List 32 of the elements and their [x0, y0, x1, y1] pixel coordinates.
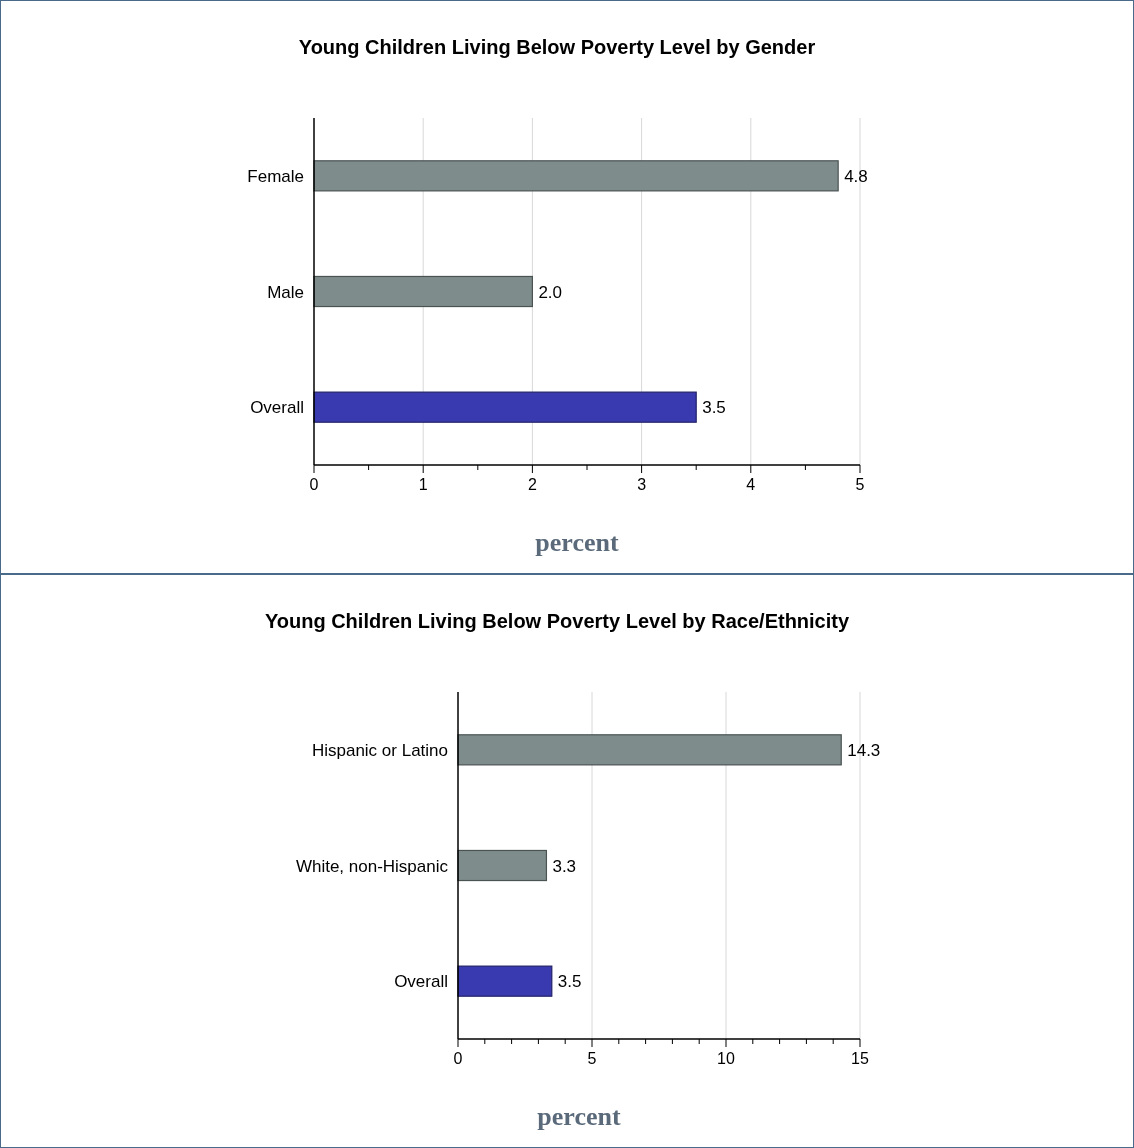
bar	[313, 391, 697, 423]
y-tick-label: Overall	[250, 398, 304, 418]
bar	[457, 734, 842, 766]
data-label: 2.0	[538, 282, 563, 302]
y-tick-label: Male	[267, 282, 304, 302]
x-tick-label: 0	[453, 1050, 463, 1067]
x-tick-label: 4	[746, 476, 756, 493]
data-label: 3.5	[557, 972, 582, 992]
data-label: 14.3	[847, 740, 881, 760]
data-label: 3.3	[552, 856, 577, 876]
bar	[313, 275, 533, 308]
y-tick-label: White, non-Hispanic	[295, 856, 449, 876]
y-tick-label: Female	[247, 166, 304, 186]
x-tick-label: 0	[309, 476, 319, 493]
x-tick-label: 15	[851, 1050, 869, 1067]
bar	[457, 849, 548, 882]
x-axis-title: percent	[535, 528, 619, 557]
x-tick-label: 5	[855, 476, 865, 493]
x-tick-label: 2	[527, 476, 537, 493]
data-label: 3.5	[702, 398, 726, 418]
x-axis-title: percent	[537, 1102, 621, 1131]
x-tick-label: 3	[637, 476, 647, 493]
y-tick-label: Hispanic or Latino	[311, 740, 448, 760]
chart-title: Young Children Living Below Poverty Level by Race/Ethnicity	[264, 610, 850, 632]
x-tick-label: 10	[717, 1050, 735, 1067]
y-tick-label: Overall	[394, 972, 448, 992]
bar	[313, 160, 839, 192]
bar	[457, 965, 553, 997]
data-label: 4.8	[844, 166, 868, 186]
x-tick-label: 1	[418, 476, 428, 493]
x-tick-label: 5	[587, 1050, 597, 1067]
chart-title: Young Children Living Below Poverty Level by Gender	[298, 36, 816, 58]
